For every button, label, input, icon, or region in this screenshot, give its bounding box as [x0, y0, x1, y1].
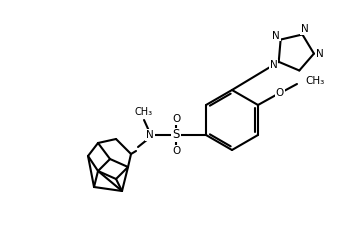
Text: N: N: [301, 24, 309, 34]
Text: N: N: [146, 130, 154, 140]
Text: CH₃: CH₃: [305, 76, 324, 86]
Text: N: N: [272, 31, 280, 41]
Text: N: N: [270, 60, 277, 70]
Text: N: N: [316, 49, 324, 59]
Text: O: O: [276, 88, 284, 98]
Text: O: O: [172, 114, 180, 124]
Text: CH₃: CH₃: [135, 107, 153, 117]
Text: S: S: [172, 129, 180, 142]
Text: O: O: [172, 146, 180, 156]
